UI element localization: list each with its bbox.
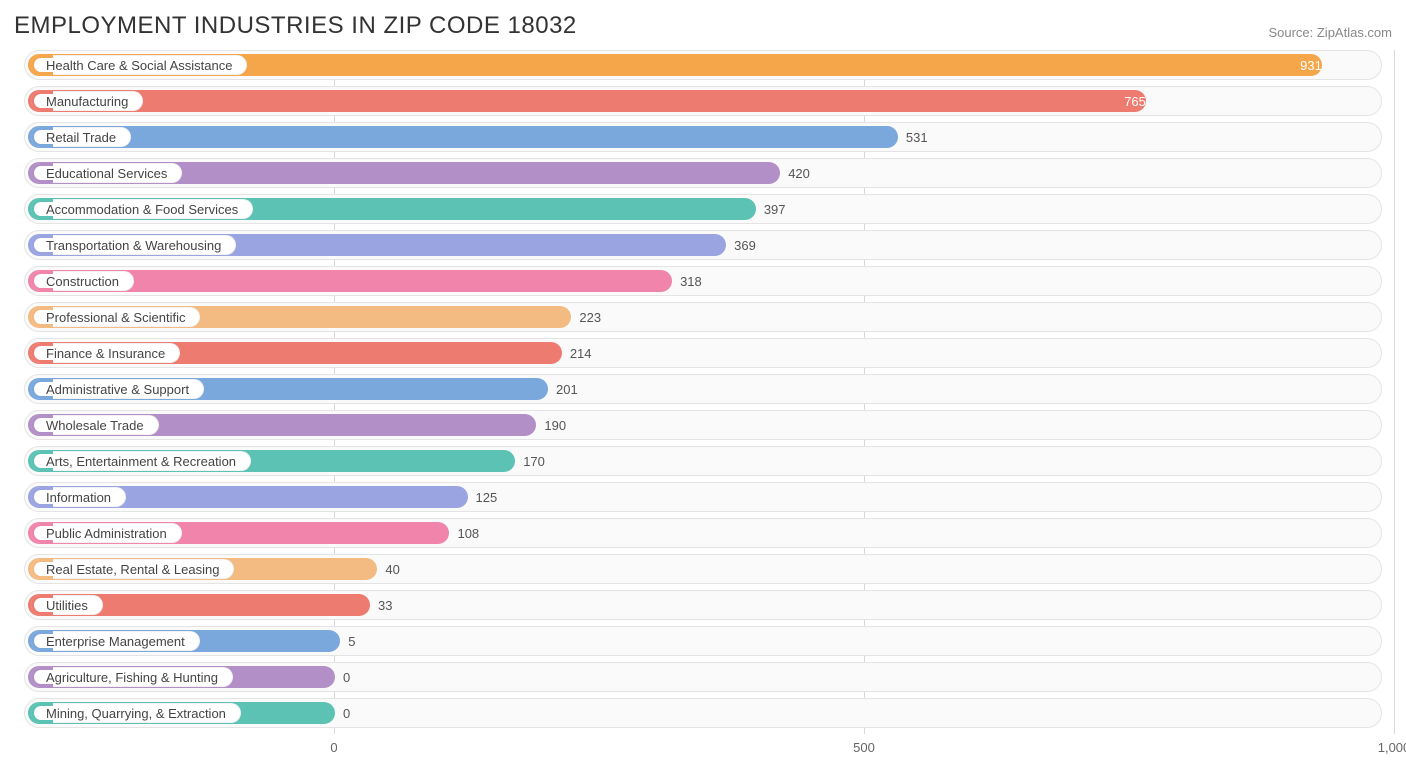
label-pill-arc xyxy=(31,271,53,291)
chart-header: EMPLOYMENT INDUSTRIES IN ZIP CODE 18032 … xyxy=(14,12,1392,40)
bar-row: Educational Services 420 xyxy=(24,158,1382,188)
bar-value-label: 531 xyxy=(906,123,928,151)
bar-value-label: 170 xyxy=(523,447,545,475)
bar-value-label: 0 xyxy=(343,699,350,727)
label-pill-arc xyxy=(31,523,53,543)
label-pill-arc xyxy=(31,235,53,255)
bar-value-label: 369 xyxy=(734,231,756,259)
bar-value-label: 33 xyxy=(378,591,392,619)
bar-label-pill: Professional & Scientific xyxy=(31,307,200,327)
bar-row: Public Administration 108 xyxy=(24,518,1382,548)
x-tick-label: 500 xyxy=(853,740,875,755)
bar-label-pill: Mining, Quarrying, & Extraction xyxy=(31,703,241,723)
bar-value-label: 201 xyxy=(556,375,578,403)
bar-row: Administrative & Support 201 xyxy=(24,374,1382,404)
bar-value-label: 397 xyxy=(764,195,786,223)
bar-row: Wholesale Trade190 xyxy=(24,410,1382,440)
bar-row: Information125 xyxy=(24,482,1382,512)
label-pill-arc xyxy=(31,91,53,111)
source-prefix: Source: xyxy=(1268,25,1316,40)
label-pill-arc xyxy=(31,343,53,363)
source-attribution: Source: ZipAtlas.com xyxy=(1268,25,1392,40)
bar-label-pill: Administrative & Support xyxy=(31,379,204,399)
bar-label-pill: Transportation & Warehousing xyxy=(31,235,236,255)
chart-area: Health Care & Social Assistance931 Manufa… xyxy=(14,50,1392,762)
bar-value-label: 108 xyxy=(457,519,479,547)
bars-container: Health Care & Social Assistance931 Manufa… xyxy=(24,50,1382,728)
bar-value-label: 190 xyxy=(544,411,566,439)
bar-label-pill: Health Care & Social Assistance xyxy=(31,55,247,75)
label-pill-arc xyxy=(31,487,53,507)
bar-value-label: 0 xyxy=(343,663,350,691)
label-pill-arc xyxy=(31,667,53,687)
bar-label-pill: Public Administration xyxy=(31,523,182,543)
label-pill-arc xyxy=(31,199,53,219)
bar-label-pill: Agriculture, Fishing & Hunting xyxy=(31,667,233,687)
label-pill-arc xyxy=(31,703,53,723)
label-pill-arc xyxy=(31,415,53,435)
bar-row: Construction318 xyxy=(24,266,1382,296)
label-pill-arc xyxy=(31,631,53,651)
bar-label-pill: Arts, Entertainment & Recreation xyxy=(31,451,251,471)
chart-plot: Health Care & Social Assistance931 Manufa… xyxy=(24,50,1382,762)
bar-row: Manufacturing765 xyxy=(24,86,1382,116)
bar-value-label: 318 xyxy=(680,267,702,295)
label-pill-arc xyxy=(31,307,53,327)
bar-row: Finance & Insurance 214 xyxy=(24,338,1382,368)
bar-fill xyxy=(28,126,898,148)
bar-row: Utilities33 xyxy=(24,590,1382,620)
x-tick-label: 0 xyxy=(330,740,337,755)
label-pill-arc xyxy=(31,595,53,615)
bar-label-pill: Educational Services xyxy=(31,163,182,183)
bar-row: Arts, Entertainment & Recreation 170 xyxy=(24,446,1382,476)
chart-title: EMPLOYMENT INDUSTRIES IN ZIP CODE 18032 xyxy=(14,12,577,40)
bar-row: Agriculture, Fishing & Hunting 0 xyxy=(24,662,1382,692)
label-pill-arc xyxy=(31,55,53,75)
bar-value-label: 420 xyxy=(788,159,810,187)
bar-label-pill: Enterprise Management xyxy=(31,631,200,651)
bar-row: Mining, Quarrying, & Extraction 0 xyxy=(24,698,1382,728)
bar-row: Enterprise Management 5 xyxy=(24,626,1382,656)
label-pill-arc xyxy=(31,559,53,579)
bar-row: Real Estate, Rental & Leasing 40 xyxy=(24,554,1382,584)
x-tick-label: 1,000 xyxy=(1378,740,1406,755)
gridline xyxy=(1394,50,1395,734)
bar-row: Retail Trade531 xyxy=(24,122,1382,152)
bar-label-pill: Accommodation & Food Services xyxy=(31,199,253,219)
bar-value-label: 223 xyxy=(579,303,601,331)
bar-row: Professional & Scientific 223 xyxy=(24,302,1382,332)
source-name: ZipAtlas.com xyxy=(1317,25,1392,40)
label-pill-arc xyxy=(31,127,53,147)
bar-value-label: 40 xyxy=(385,555,399,583)
bar-row: Health Care & Social Assistance931 xyxy=(24,50,1382,80)
bar-row: Accommodation & Food Services 397 xyxy=(24,194,1382,224)
label-pill-arc xyxy=(31,163,53,183)
bar-row: Transportation & Warehousing 369 xyxy=(24,230,1382,260)
label-pill-arc xyxy=(31,379,53,399)
bar-value-label: 214 xyxy=(570,339,592,367)
label-pill-arc xyxy=(31,451,53,471)
bar-value-label: 125 xyxy=(476,483,498,511)
bar-label-pill: Finance & Insurance xyxy=(31,343,180,363)
bar-value-label: 765 xyxy=(25,87,1146,115)
bar-label-pill: Real Estate, Rental & Leasing xyxy=(31,559,234,579)
bar-value-label: 5 xyxy=(348,627,355,655)
x-axis: 05001,000 xyxy=(24,734,1382,762)
